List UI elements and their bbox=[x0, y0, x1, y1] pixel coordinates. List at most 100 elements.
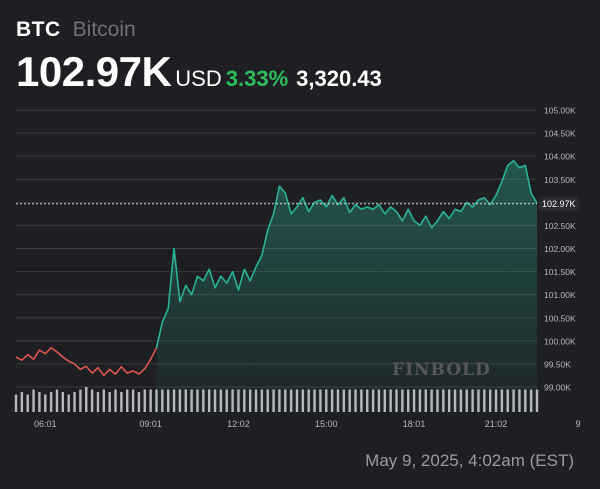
price-line-up bbox=[155, 159, 538, 348]
y-tick-label: 100.50K bbox=[544, 313, 576, 323]
volume-bar bbox=[108, 392, 111, 412]
x-tick-label: 9 bbox=[575, 419, 580, 429]
price-lines bbox=[15, 159, 538, 377]
current-price-box bbox=[539, 196, 579, 211]
chart-area-fill bbox=[156, 160, 537, 412]
volume-bar bbox=[137, 392, 141, 412]
volume-bar bbox=[336, 389, 340, 412]
volume-bar bbox=[79, 389, 82, 412]
y-tick-label: 105.00K bbox=[544, 106, 576, 116]
volume-bars bbox=[14, 387, 539, 412]
y-tick-label: 104.00K bbox=[544, 152, 576, 162]
volume-bar bbox=[207, 389, 211, 412]
volume-bar bbox=[90, 389, 94, 412]
volume-bar bbox=[131, 389, 135, 412]
volume-bar bbox=[161, 389, 164, 412]
volume-bar bbox=[49, 392, 53, 412]
volume-bar bbox=[459, 389, 463, 412]
change-absolute: 3,320.43 bbox=[296, 66, 382, 91]
timestamp: May 9, 2025, 4:02am (EST) bbox=[365, 451, 574, 470]
volume-bar bbox=[225, 389, 228, 412]
volume-bar bbox=[529, 389, 533, 412]
volume-bar bbox=[178, 389, 182, 412]
price-row: 102.97K USD 3.33% 3,320.43 bbox=[16, 48, 382, 96]
volume-bar bbox=[383, 389, 386, 412]
volume-bar bbox=[143, 389, 146, 412]
volume-bar bbox=[272, 389, 275, 412]
volume-bar bbox=[237, 389, 240, 412]
volume-bar bbox=[102, 389, 106, 412]
volume-bar bbox=[243, 389, 246, 412]
asset-name: Bitcoin bbox=[72, 18, 136, 41]
volume-bar bbox=[184, 389, 187, 412]
change-percent: 3.33% bbox=[225, 66, 289, 91]
volume-bar bbox=[371, 389, 375, 412]
volume-bar bbox=[38, 392, 41, 412]
volume-bar bbox=[73, 392, 76, 412]
volume-bar bbox=[278, 389, 281, 412]
volume-bar bbox=[360, 389, 363, 412]
volume-bar bbox=[44, 394, 47, 412]
volume-bar bbox=[494, 389, 498, 412]
volume-bar bbox=[401, 389, 404, 412]
volume-bar bbox=[202, 389, 205, 412]
volume-bar bbox=[190, 389, 193, 412]
volume-bar bbox=[518, 389, 521, 412]
volume-bar bbox=[477, 389, 480, 412]
volume-bar bbox=[266, 389, 269, 412]
finbold-watermark: FINBOLD bbox=[392, 360, 491, 380]
price-line-down bbox=[15, 346, 158, 377]
x-tick-label: 15:00 bbox=[315, 419, 338, 429]
volume-bar bbox=[61, 392, 65, 412]
volume-bar bbox=[260, 389, 264, 412]
y-tick-label: 99.50K bbox=[544, 359, 571, 369]
volume-bar bbox=[412, 389, 416, 412]
volume-bar bbox=[301, 389, 305, 412]
currency-label: USD bbox=[175, 66, 222, 91]
volume-bar bbox=[407, 389, 410, 412]
symbol-row: BTC Bitcoin bbox=[16, 18, 382, 42]
y-tick-label: 100.00K bbox=[544, 336, 576, 346]
volume-bar bbox=[453, 389, 457, 412]
volume-bar bbox=[430, 389, 433, 412]
volume-bar bbox=[114, 389, 117, 412]
y-tick-label: 104.50K bbox=[544, 129, 576, 139]
y-tick-label: 102.50K bbox=[544, 221, 576, 231]
x-tick-label: 18:01 bbox=[403, 419, 426, 429]
volume-bar bbox=[231, 389, 234, 412]
volume-bar bbox=[26, 394, 29, 412]
current-price: 102.97K bbox=[16, 48, 172, 95]
volume-bar bbox=[172, 389, 176, 412]
volume-bar bbox=[126, 389, 129, 412]
ticker-symbol: BTC bbox=[16, 18, 61, 41]
x-tick-label: 09:01 bbox=[139, 419, 162, 429]
y-tick-label: 101.50K bbox=[544, 267, 576, 277]
volume-bar bbox=[377, 389, 381, 412]
volume-bar bbox=[213, 389, 217, 412]
y-tick-label: 102.00K bbox=[544, 244, 576, 254]
area-fill bbox=[156, 160, 537, 412]
volume-bar bbox=[500, 389, 504, 412]
volume-bar bbox=[295, 389, 299, 412]
volume-bar bbox=[471, 389, 474, 412]
current-price-label: 102.97K bbox=[542, 199, 576, 209]
volume-bar bbox=[313, 389, 316, 412]
volume-bar bbox=[155, 389, 158, 412]
volume-bar bbox=[442, 389, 445, 412]
volume-bar bbox=[330, 389, 334, 412]
y-axis-labels: 99.00K 99.50K 100.00K 100.50K 101.00K 101.50K… bbox=[544, 106, 576, 393]
volume-bar bbox=[307, 389, 310, 412]
volume-bar bbox=[465, 389, 468, 412]
volume-bar bbox=[284, 389, 287, 412]
volume-bar bbox=[524, 389, 527, 412]
volume-bar bbox=[289, 389, 293, 412]
x-tick-label: 12:02 bbox=[227, 419, 250, 429]
quote-header: BTC Bitcoin 102.97K USD 3.33% 3,320.43 bbox=[16, 18, 382, 96]
volume-bar bbox=[167, 389, 170, 412]
volume-bar bbox=[96, 392, 100, 412]
current-price-marker: 102.97K bbox=[16, 196, 579, 211]
volume-bar bbox=[67, 394, 70, 412]
volume-bar bbox=[14, 394, 18, 412]
